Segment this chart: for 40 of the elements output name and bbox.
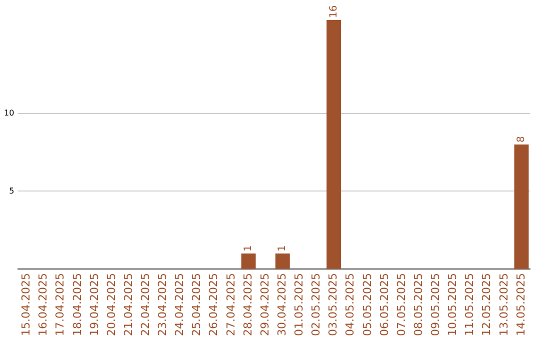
x-tick-label: 09.05.2025 <box>429 273 442 336</box>
x-tick-label: 12.05.2025 <box>480 273 494 336</box>
x-tick-label: 11.05.2025 <box>463 273 476 336</box>
x-tick-label: 16.04.2025 <box>36 273 50 336</box>
x-tick-label: 24.04.2025 <box>173 273 186 336</box>
x-tick-label: 13.05.2025 <box>497 273 510 336</box>
y-tick-label: 10 <box>4 108 14 118</box>
data-label: 1 <box>277 245 288 252</box>
x-tick-label: 29.04.2025 <box>258 273 272 336</box>
x-tick-label: 05.05.2025 <box>360 273 374 336</box>
bar <box>514 144 529 270</box>
x-tick-label: 15.04.2025 <box>20 273 33 336</box>
x-tick-label: 02.05.2025 <box>310 273 323 336</box>
x-tick-label: 25.04.2025 <box>190 273 204 336</box>
x-tick-label: 28.04.2025 <box>241 273 254 336</box>
x-tick-label: 23.04.2025 <box>156 273 170 336</box>
x-tick-label: 27.04.2025 <box>224 273 238 336</box>
x-tick-label: 20.04.2025 <box>104 273 118 336</box>
x-tick-label: 04.05.2025 <box>344 273 357 336</box>
x-tick-label: 08.05.2025 <box>412 273 425 336</box>
data-label: 8 <box>516 136 528 143</box>
x-tick-label: 17.04.2025 <box>54 273 67 336</box>
x-tick-label: 30.04.2025 <box>275 273 288 336</box>
x-tick-label: 22.04.2025 <box>138 273 152 336</box>
x-tick-label: 01.05.2025 <box>292 273 306 336</box>
bar <box>326 20 342 270</box>
x-tick-label: 18.04.2025 <box>70 273 84 336</box>
x-tick-label: 07.05.2025 <box>394 273 408 336</box>
data-label: 1 <box>243 245 254 252</box>
bar <box>241 253 256 270</box>
x-tick-label: 06.05.2025 <box>378 273 391 336</box>
x-tick-label: 21.04.2025 <box>122 273 135 336</box>
bar <box>275 253 290 270</box>
x-tick-label: 10.05.2025 <box>446 273 460 336</box>
x-tick-label: 14.05.2025 <box>514 273 528 336</box>
y-tick-label: 5 <box>9 186 14 196</box>
x-tick-label: 26.04.2025 <box>207 273 220 336</box>
x-tick-label: 03.05.2025 <box>326 273 340 336</box>
x-tick-label: 19.04.2025 <box>88 273 101 336</box>
data-label: 16 <box>328 5 340 18</box>
